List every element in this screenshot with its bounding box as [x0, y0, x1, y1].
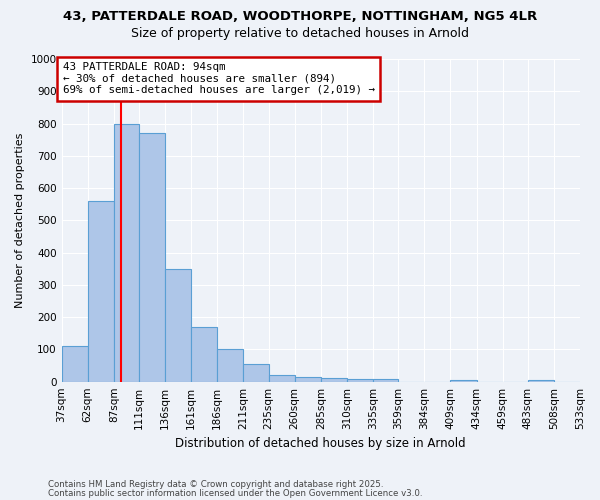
Bar: [165, 268, 191, 382]
Bar: [62, 346, 88, 382]
Y-axis label: Number of detached properties: Number of detached properties: [15, 132, 25, 308]
Bar: [295, 377, 321, 382]
Bar: [269, 375, 295, 382]
Bar: [528, 380, 554, 382]
Bar: [191, 327, 217, 382]
Text: 43, PATTERDALE ROAD, WOODTHORPE, NOTTINGHAM, NG5 4LR: 43, PATTERDALE ROAD, WOODTHORPE, NOTTING…: [63, 10, 537, 23]
Bar: [217, 350, 244, 382]
X-axis label: Distribution of detached houses by size in Arnold: Distribution of detached houses by size …: [175, 437, 466, 450]
Text: Contains HM Land Registry data © Crown copyright and database right 2025.: Contains HM Land Registry data © Crown c…: [48, 480, 383, 489]
Bar: [451, 380, 476, 382]
Bar: [373, 379, 398, 382]
Text: Contains public sector information licensed under the Open Government Licence v3: Contains public sector information licen…: [48, 488, 422, 498]
Text: 43 PATTERDALE ROAD: 94sqm
← 30% of detached houses are smaller (894)
69% of semi: 43 PATTERDALE ROAD: 94sqm ← 30% of detac…: [62, 62, 374, 96]
Bar: [347, 379, 373, 382]
Bar: [114, 124, 139, 382]
Bar: [321, 378, 347, 382]
Text: Size of property relative to detached houses in Arnold: Size of property relative to detached ho…: [131, 28, 469, 40]
Bar: [88, 201, 114, 382]
Bar: [139, 133, 165, 382]
Bar: [244, 364, 269, 382]
